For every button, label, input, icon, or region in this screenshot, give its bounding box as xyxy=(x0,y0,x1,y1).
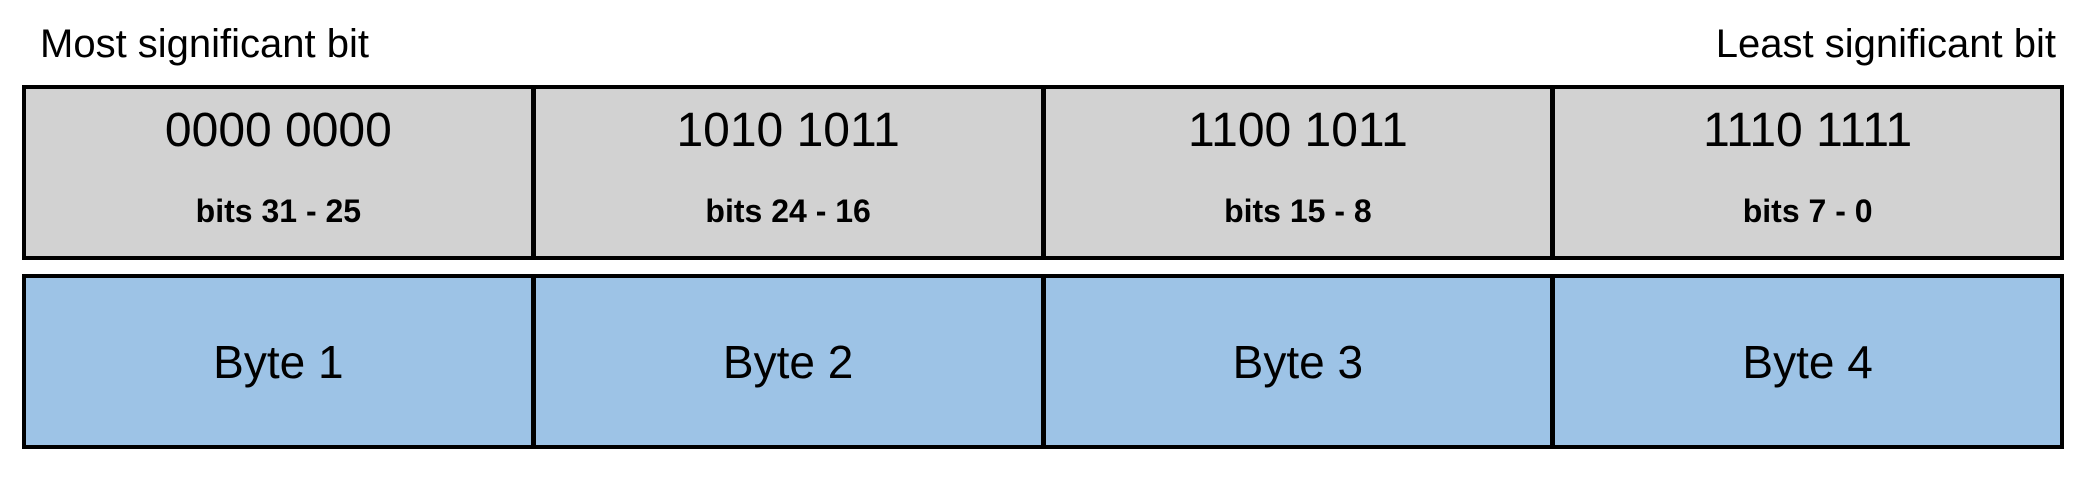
byte-cell-4: Byte 4 xyxy=(1550,278,2060,445)
byte-cell-2: Byte 2 xyxy=(530,278,1041,445)
byte-cell-1: Byte 1 xyxy=(26,278,531,445)
binary-value: 0000 0000 xyxy=(164,104,392,157)
bit-cell-4: 1110 1111 bits 7 - 0 xyxy=(1550,89,2060,256)
byte-label: Byte 3 xyxy=(1232,335,1364,388)
byte-row: Byte 1 Byte 2 Byte 3 Byte 4 xyxy=(22,274,2064,449)
msb-label: Most significant bit xyxy=(40,22,370,66)
bit-cell-1: 0000 0000 bits 31 - 25 xyxy=(26,89,531,256)
bit-range-label: bits 7 - 0 xyxy=(1742,193,1873,229)
bit-range-label: bits 15 - 8 xyxy=(1224,193,1372,229)
lsb-label: Least significant bit xyxy=(1715,22,2056,66)
bit-range-label: bits 31 - 25 xyxy=(195,193,362,229)
binary-value: 1110 1111 xyxy=(1703,104,1913,157)
bit-cell-2: 1010 1011 bits 24 - 16 xyxy=(530,89,1041,256)
binary-value: 1100 1011 xyxy=(1187,104,1408,157)
bit-values-row: 0000 0000 bits 31 - 25 1010 1011 bits 24… xyxy=(22,85,2064,260)
bit-range-label: bits 24 - 16 xyxy=(705,193,871,229)
bit-cell-3: 1100 1011 bits 15 - 8 xyxy=(1040,89,1551,256)
bit-byte-diagram: Most significant bit Least significant b… xyxy=(22,0,2064,449)
byte-label: Byte 4 xyxy=(1742,335,1873,388)
byte-label: Byte 2 xyxy=(722,335,854,388)
byte-label: Byte 1 xyxy=(213,335,344,388)
binary-value: 1010 1011 xyxy=(676,104,900,157)
significance-labels: Most significant bit Least significant b… xyxy=(22,0,2064,68)
byte-cell-3: Byte 3 xyxy=(1040,278,1551,445)
